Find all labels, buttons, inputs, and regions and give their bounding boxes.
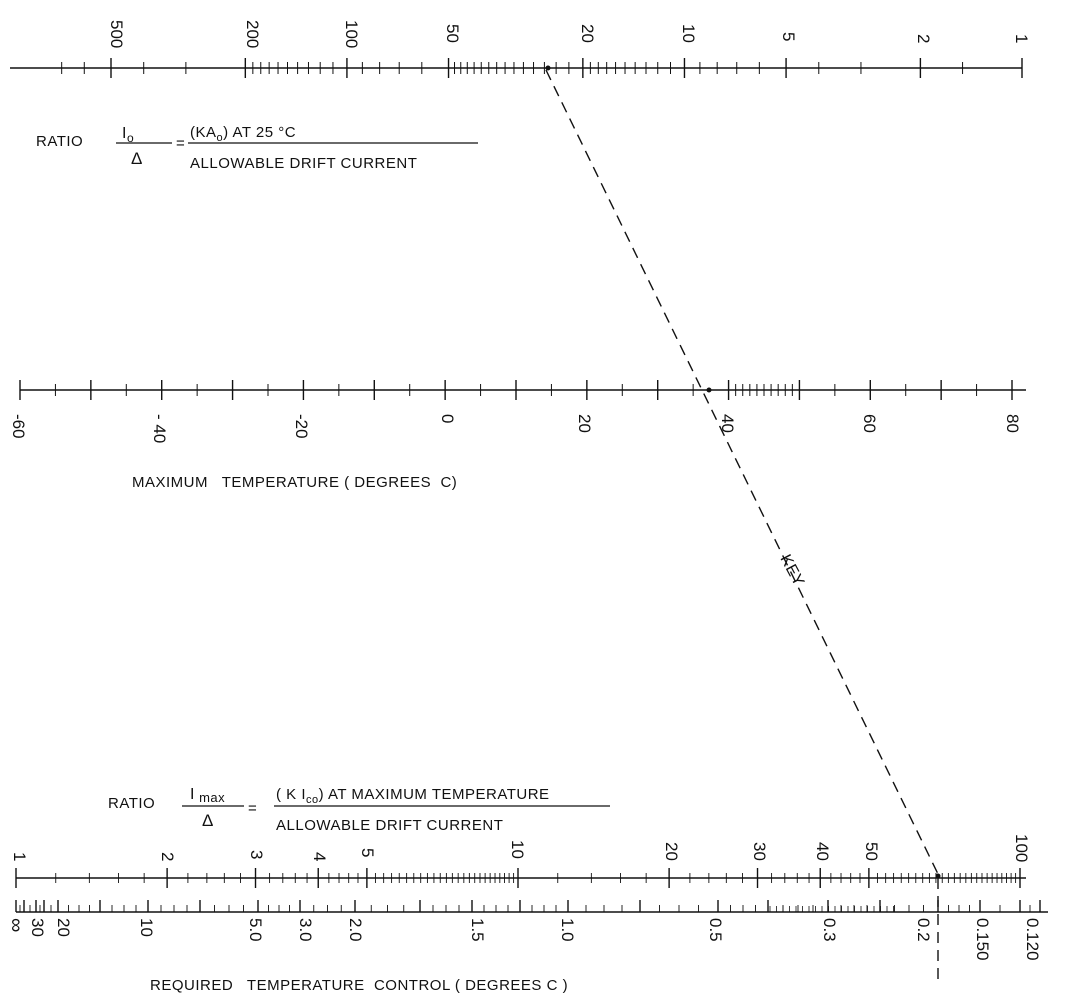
- ratio-imax-numerator: I max: [190, 786, 225, 805]
- control-tick-label-0-150: 0.150: [973, 918, 992, 961]
- ratio-imax-right-denominator: ALLOWABLE DRIFT CURRENT: [276, 817, 503, 834]
- top-tick-label-50: 50: [443, 24, 462, 43]
- control-tick-label-1-0: 1.0: [558, 918, 577, 942]
- ratio-tick-label-2: 2: [158, 852, 177, 861]
- top-tick-label-500: 500: [107, 20, 126, 48]
- control-tick-label-0-5: 0.5: [706, 918, 725, 942]
- control-tick-label-infinity: ∞: [5, 918, 27, 932]
- temperature-scale-ticks: [19, 380, 1013, 400]
- temperature-control-tick-labels: ∞ 30 20 10 5.0 3.0 2.0 1.5 1.0 0.5 0.3 0…: [5, 918, 1042, 961]
- ratio-io-formula: RATIO Io Δ = (KAo) AT 25 °C ALLOWABLE DR…: [36, 124, 478, 172]
- temp-tick-label-neg60: -60: [9, 414, 28, 439]
- temp-tick-label-0: 0: [438, 414, 457, 423]
- control-tick-label-0-3: 0.3: [820, 918, 839, 942]
- ratio-tick-label-50: 50: [862, 842, 881, 861]
- top-tick-label-10: 10: [679, 24, 698, 43]
- top-tick-label-5: 5: [779, 32, 798, 41]
- temperature-scale: -60 - 40 -20 0 20 40 60 80 MAXIMUM TEMPE…: [9, 380, 1026, 491]
- control-tick-label-20: 20: [54, 918, 73, 937]
- ratio-tick-label-4: 4: [310, 852, 329, 861]
- control-tick-label-5-0: 5.0: [246, 918, 265, 942]
- temp-tick-label-20: 20: [575, 414, 594, 433]
- ratio-tick-label-10: 10: [508, 840, 527, 859]
- control-tick-label-0-2: 0.2: [914, 918, 933, 942]
- temperature-tick-labels: -60 - 40 -20 0 20 40 60 80: [9, 414, 1022, 443]
- ratio-tick-label-1: 1: [10, 852, 29, 861]
- top-scale-ticks: [61, 58, 1023, 78]
- top-tick-label-100: 100: [342, 20, 361, 48]
- imax-ratio-scale: 1 2 3 4 5 10 20 30 40 50 100: [10, 834, 1031, 888]
- imax-ratio-tick-labels: 1 2 3 4 5 10 20 30 40 50 100: [10, 834, 1031, 862]
- ratio-io-numerator: Io: [122, 125, 134, 145]
- temp-tick-label-neg40: - 40: [150, 414, 169, 443]
- top-tick-label-20: 20: [578, 24, 597, 43]
- ratio-io-prefix: RATIO: [36, 133, 83, 150]
- top-tick-label-2: 2: [914, 34, 933, 43]
- temperature-control-scale-label: REQUIRED TEMPERATURE CONTROL ( DEGREES C…: [150, 977, 568, 994]
- temperature-scale-label: MAXIMUM TEMPERATURE ( DEGREES C): [132, 474, 457, 491]
- temp-tick-label-neg20: -20: [292, 414, 311, 439]
- control-tick-label-30: 30: [28, 918, 47, 937]
- ratio-io-denominator: Δ: [131, 149, 143, 168]
- key-point-temperature: [706, 387, 712, 393]
- ratio-io-right-denominator: ALLOWABLE DRIFT CURRENT: [190, 155, 417, 172]
- control-tick-label-2-0: 2.0: [346, 918, 365, 942]
- ratio-tick-label-20: 20: [662, 842, 681, 861]
- ratio-imax-prefix: RATIO: [108, 795, 155, 812]
- temp-tick-label-80: 80: [1003, 414, 1022, 433]
- ratio-tick-label-100: 100: [1012, 834, 1031, 862]
- ratio-imax-right-numerator: ( K Ico) AT MAXIMUM TEMPERATURE: [276, 786, 550, 806]
- ratio-io-equals: =: [176, 135, 185, 152]
- control-tick-label-1-5: 1.5: [468, 918, 487, 942]
- top-tick-label-200: 200: [243, 20, 262, 48]
- ratio-imax-formula: RATIO I max Δ = ( K Ico) AT MAXIMUM TEMP…: [108, 786, 610, 834]
- imax-ratio-scale-ticks: [15, 868, 1021, 888]
- temp-tick-label-60: 60: [860, 414, 879, 433]
- temperature-control-scale: ∞ 30 20 10 5.0 3.0 2.0 1.5 1.0 0.5 0.3 0…: [5, 900, 1048, 994]
- ratio-tick-label-30: 30: [750, 842, 769, 861]
- ratio-io-right-numerator: (KAo) AT 25 °C: [190, 124, 296, 144]
- ratio-tick-label-3: 3: [247, 850, 266, 859]
- temperature-control-scale-ticks: [15, 900, 1041, 912]
- ratio-tick-label-40: 40: [813, 842, 832, 861]
- control-tick-label-10: 10: [137, 918, 156, 937]
- top-scale-tick-labels: 500 200 100 50 20 10 5 2 1: [107, 20, 1031, 48]
- key-point-ratio: [935, 873, 941, 879]
- temp-tick-label-40: 40: [718, 414, 737, 433]
- top-tick-label-1: 1: [1012, 34, 1031, 43]
- ratio-imax-equals: =: [248, 800, 257, 817]
- key-point-top: [545, 65, 551, 71]
- top-ratio-scale: 500 200 100 50 20 10 5 2 1: [10, 20, 1031, 78]
- control-tick-label-3-0: 3.0: [296, 918, 315, 942]
- key-label: KEY: [776, 552, 807, 590]
- ratio-tick-label-5: 5: [358, 848, 377, 857]
- key-line-dashed: [545, 69, 939, 875]
- ratio-imax-denominator: Δ: [202, 811, 214, 830]
- control-tick-label-0-120: 0.120: [1023, 918, 1042, 961]
